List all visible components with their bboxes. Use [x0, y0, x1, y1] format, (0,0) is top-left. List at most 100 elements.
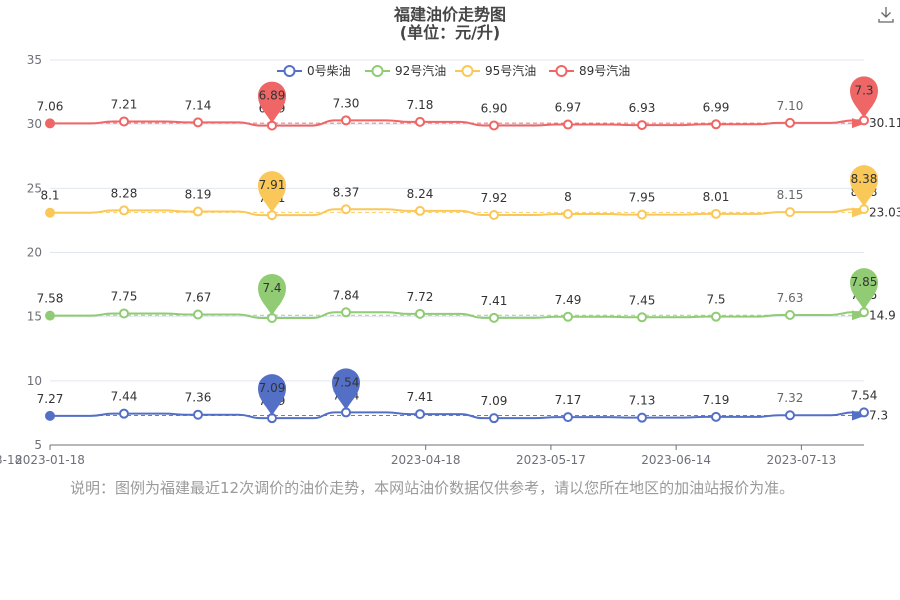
data-label: 7.75	[111, 289, 138, 303]
y-tick-label: 30	[27, 117, 42, 131]
data-point	[119, 408, 129, 419]
data-label: 7.95	[629, 191, 656, 205]
data-label: 8.01	[703, 190, 730, 204]
mark-line-arrow	[852, 118, 866, 129]
data-point	[415, 409, 425, 420]
data-point	[563, 311, 573, 322]
legend-item-1[interactable]: 92号汽油	[365, 63, 446, 78]
pin-label: 7.09	[259, 381, 286, 395]
pin-shape	[258, 273, 286, 316]
mark-line-label: 14.9	[869, 308, 896, 322]
data-label: 6.90	[481, 101, 508, 115]
mark-line-arrow	[852, 207, 866, 218]
series-layer: 7.3 7.27 7.44 7.36 7.09 7.54 7.41 7.09 7.17 7.13 7…	[37, 76, 900, 424]
legend-item-2[interactable]: 95号汽油	[455, 63, 536, 78]
data-label: 7.58	[37, 292, 64, 306]
data-label: 7.84	[333, 288, 360, 302]
legend-item-0[interactable]: 0号柴油	[277, 64, 351, 78]
chart-title-line1: 福建油价走势图	[393, 5, 506, 24]
pin-marker: 7.4	[258, 273, 286, 316]
legend[interactable]: 0号柴油 92号汽油 95号汽油 89号汽油	[277, 63, 630, 78]
data-point	[119, 308, 129, 319]
data-point	[859, 407, 869, 418]
pin-shape	[850, 165, 878, 208]
pin-marker: 6.89	[258, 81, 286, 124]
data-label: 7.92	[481, 191, 508, 205]
data-point	[785, 207, 795, 218]
pin-marker: 7.54	[332, 368, 360, 411]
data-point	[341, 307, 351, 318]
data-label: 8.19	[185, 188, 212, 202]
data-label: 8.24	[407, 187, 434, 201]
data-point	[415, 116, 425, 127]
y-tick-label: 15	[27, 310, 42, 324]
data-point	[711, 411, 721, 422]
legend-label: 0号柴油	[307, 64, 351, 78]
series-0: 7.3 7.27 7.44 7.36 7.09 7.54 7.41 7.09 7.17 7.13 7…	[37, 368, 888, 424]
data-label: 7.17	[555, 393, 582, 407]
data-label: 7.10	[777, 99, 804, 113]
y-tick-label: 35	[27, 53, 42, 67]
x-tick-label: 2023-06-14	[641, 453, 711, 467]
data-label: 8	[564, 190, 572, 204]
data-point	[45, 118, 55, 129]
legend-symbol	[371, 65, 384, 77]
x-tick-label: 2023-07-13	[767, 453, 837, 467]
data-label: 7.19	[703, 393, 730, 407]
pin-label: 8.38	[851, 172, 878, 186]
data-label: 6.93	[629, 101, 656, 115]
data-label: 8.15	[777, 188, 804, 202]
data-label: 8.1	[40, 189, 59, 203]
data-point	[711, 119, 721, 130]
data-point	[563, 412, 573, 423]
pin-shape	[850, 76, 878, 119]
data-label: 7.14	[185, 98, 212, 112]
data-point	[785, 309, 795, 320]
legend-item-3[interactable]: 89号汽油	[549, 63, 630, 78]
data-label: 6.99	[703, 100, 730, 114]
pin-shape	[258, 81, 286, 124]
data-point	[193, 409, 203, 420]
data-label: 7.49	[555, 293, 582, 307]
x-tick-label: 2023-03-18	[0, 453, 22, 467]
data-point	[193, 309, 203, 320]
pin-marker: 7.85	[850, 268, 878, 311]
mark-line-label: 23.03	[869, 205, 900, 219]
data-label: 7.45	[629, 293, 656, 307]
mark-line-label: 30.11	[869, 116, 900, 130]
data-point	[415, 308, 425, 319]
data-point	[45, 207, 55, 218]
data-point	[489, 413, 499, 424]
pin-shape	[332, 368, 360, 411]
data-point	[341, 115, 351, 126]
data-label: 7.18	[407, 98, 434, 112]
x-tick-label: 2023-05-17	[516, 453, 586, 467]
data-label: 8.37	[333, 185, 360, 199]
pin-shape	[258, 171, 286, 214]
data-point	[711, 208, 721, 219]
data-point	[711, 311, 721, 322]
footnote: 说明：图例为福建最近12次调价的油价走势，本网站油价数据仅供参考，请以您所在地区…	[70, 479, 795, 497]
mark-line-arrow	[852, 310, 866, 321]
data-label: 7.36	[185, 391, 212, 405]
data-point	[637, 120, 647, 131]
data-label: 7.30	[333, 96, 360, 110]
legend-label: 92号汽油	[395, 63, 446, 78]
series-3: 30.11 7.06 7.21 7.14 6.89 7.30 7.18 6.90 6.97 6.9…	[37, 76, 900, 131]
mark-line-label: 7.3	[869, 409, 888, 423]
data-label: 7.41	[407, 390, 434, 404]
pin-label: 7.54	[333, 375, 360, 389]
pin-label: 7.85	[851, 275, 878, 289]
data-label: 7.13	[629, 394, 656, 408]
data-point	[489, 120, 499, 131]
pin-label: 6.89	[259, 89, 286, 103]
data-point	[415, 205, 425, 216]
data-label: 7.44	[111, 390, 138, 404]
download-icon[interactable]	[878, 7, 894, 23]
data-point	[563, 119, 573, 130]
pin-shape	[850, 268, 878, 311]
y-tick-label: 25	[27, 181, 42, 195]
series-1: 14.9 7.58 7.75 7.67 7.4 7.84 7.72 7.41 7.49 7.45 7…	[37, 268, 896, 323]
series-line	[50, 411, 864, 420]
